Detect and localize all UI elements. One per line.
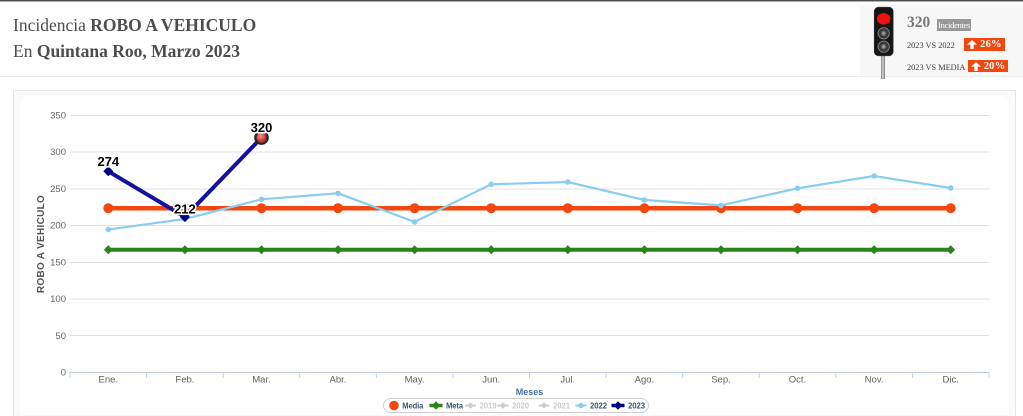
svg-text:300: 300 [50,147,66,158]
svg-text:Jul.: Jul. [560,375,575,386]
svg-text:150: 150 [50,258,66,269]
svg-text:Media: Media [402,401,424,410]
svg-text:Dic.: Dic. [943,375,959,386]
svg-text:Nov.: Nov. [865,375,884,386]
svg-text:2020: 2020 [512,401,530,410]
svg-text:Abr.: Abr. [330,375,347,386]
svg-text:2023: 2023 [628,401,646,410]
svg-text:350: 350 [50,111,66,122]
svg-text:2021: 2021 [553,401,571,410]
svg-text:100: 100 [50,294,66,305]
svg-text:Meta: Meta [446,401,464,410]
svg-text:0: 0 [61,368,66,379]
svg-text:Feb.: Feb. [175,375,194,386]
svg-text:250: 250 [50,184,66,195]
svg-text:Meses: Meses [516,387,544,397]
svg-text:Mar.: Mar. [252,375,270,386]
svg-text:2022: 2022 [590,401,608,410]
svg-text:Jun.: Jun. [482,375,500,386]
svg-text:Ene.: Ene. [99,375,119,386]
svg-text:200: 200 [50,221,66,232]
svg-text:2019: 2019 [480,401,498,410]
svg-text:Oct.: Oct. [789,375,806,386]
svg-text:50: 50 [55,331,66,342]
svg-text:May.: May. [405,375,425,386]
svg-text:Ago.: Ago. [635,375,655,386]
svg-text:Sep.: Sep. [711,375,731,386]
svg-text:ROBO A VEHICULO: ROBO A VEHICULO [36,195,47,293]
